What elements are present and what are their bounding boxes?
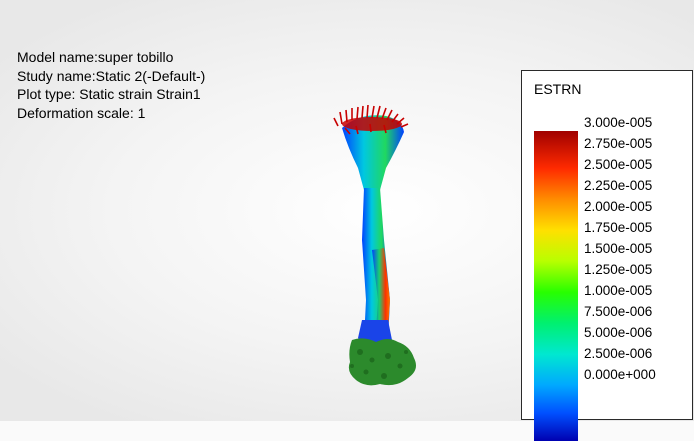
legend-color-bar [534, 131, 578, 441]
deformation-scale-text: Deformation scale: 1 [17, 104, 146, 121]
legend-label: 1.250e-005 [584, 262, 653, 277]
model-top-cap [342, 117, 402, 131]
model-foot-texture [350, 349, 408, 379]
legend-label: 2.000e-005 [584, 199, 653, 214]
legend-label: 1.750e-005 [584, 220, 653, 235]
legend-label: 2.500e-005 [584, 157, 653, 172]
study-info-annotation: Model name:super tobillo Study name:Stat… [17, 48, 205, 122]
strain-plot-model[interactable] [0, 0, 694, 421]
strain-legend[interactable]: ESTRN 3.000e-005 2.750e-005 2.500e-005 2… [521, 70, 693, 441]
legend-label: 2.250e-005 [584, 178, 653, 193]
model-name-text: Model name:super tobillo [17, 49, 174, 65]
legend-label: 2.750e-005 [584, 136, 653, 151]
plot-type-text: Plot type: Static strain Strain1 [17, 86, 201, 102]
legend-label: 5.000e-006 [584, 325, 653, 340]
model-shaft-high-strain [372, 248, 390, 330]
legend-label: 7.500e-006 [584, 304, 653, 319]
legend-title: ESTRN [534, 81, 582, 97]
legend-label: 2.500e-006 [584, 346, 653, 361]
legend-label: 1.500e-005 [584, 241, 653, 256]
study-name-text: Study name:Static 2(-Default-) [17, 67, 206, 84]
legend-label: 3.000e-005 [584, 115, 653, 130]
legend-label: 1.000e-005 [584, 283, 653, 298]
legend-label: 0.000e+000 [584, 367, 656, 382]
